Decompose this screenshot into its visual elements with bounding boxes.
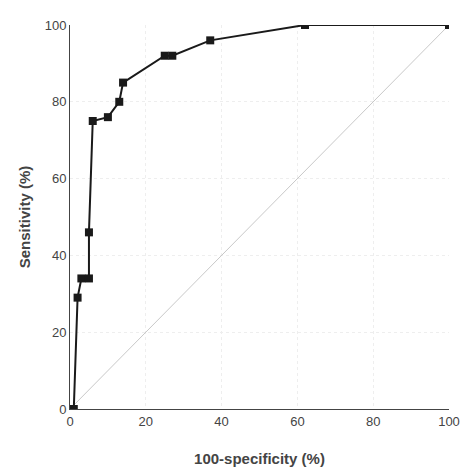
svg-text:60: 60 [52,171,66,186]
svg-text:0: 0 [66,414,73,429]
svg-text:20: 20 [52,325,66,340]
svg-text:0: 0 [59,402,66,417]
svg-text:40: 40 [214,414,228,429]
svg-text:100-specificity (%): 100-specificity (%) [194,450,325,467]
svg-text:80: 80 [52,94,66,109]
svg-text:Sensitivity (%): Sensitivity (%) [16,166,33,269]
svg-text:60: 60 [290,414,304,429]
svg-text:100: 100 [45,18,67,33]
svg-text:40: 40 [52,248,66,263]
svg-text:20: 20 [139,414,153,429]
svg-text:100: 100 [438,414,460,429]
svg-text:80: 80 [366,414,380,429]
